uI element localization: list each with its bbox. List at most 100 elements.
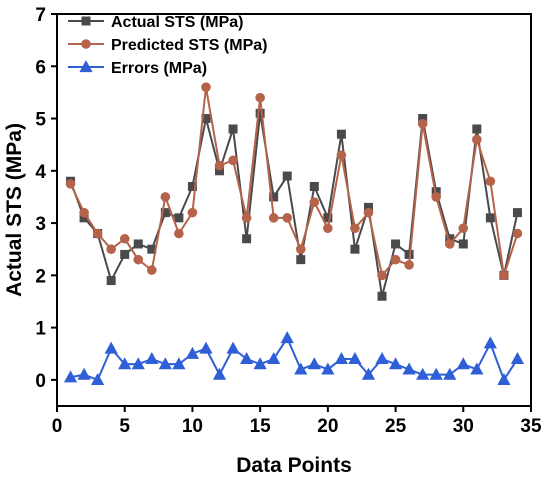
data-point xyxy=(268,213,279,223)
data-point xyxy=(391,239,401,249)
data-point xyxy=(472,134,482,145)
y-tick-label: 2 xyxy=(35,266,46,287)
data-point xyxy=(295,244,306,254)
data-point xyxy=(241,213,252,223)
y-tick-label: 1 xyxy=(35,319,46,340)
plot-frame xyxy=(56,13,532,407)
data-point xyxy=(323,213,333,223)
data-point xyxy=(242,234,252,244)
data-point xyxy=(201,82,211,92)
data-point xyxy=(444,239,455,249)
data-point xyxy=(402,362,416,375)
x-tick-label: 10 xyxy=(182,416,203,437)
data-point xyxy=(185,346,200,359)
data-point xyxy=(199,341,213,354)
x-tick-label: 5 xyxy=(119,416,130,437)
data-point xyxy=(77,367,91,380)
data-point xyxy=(429,367,443,380)
y-tick-label: 5 xyxy=(35,110,46,131)
data-point xyxy=(497,372,511,385)
data-point xyxy=(388,357,403,370)
data-point xyxy=(443,367,457,380)
data-point xyxy=(79,207,89,218)
data-point xyxy=(350,244,360,254)
data-point xyxy=(158,357,172,370)
data-point xyxy=(363,207,374,218)
legend: Actual STS (MPa) Predicted STS (MPa) Error… xyxy=(68,14,267,77)
data-point xyxy=(323,223,333,234)
series-1 xyxy=(66,108,522,301)
data-point xyxy=(65,179,76,189)
data-point xyxy=(485,176,496,187)
data-point xyxy=(512,228,523,239)
legend-entry: Predicted STS (MPa) xyxy=(68,37,267,54)
data-point xyxy=(131,357,145,370)
data-point xyxy=(404,260,414,270)
y-tick-label: 0 xyxy=(35,371,46,392)
data-point xyxy=(228,155,238,166)
legend-entry: Errors (MPa) xyxy=(68,60,207,77)
data-point xyxy=(160,208,170,218)
data-point xyxy=(416,367,430,380)
data-point xyxy=(282,213,293,223)
data-point xyxy=(377,291,387,301)
data-point xyxy=(377,270,387,281)
data-point xyxy=(348,352,362,365)
data-point xyxy=(147,244,157,254)
data-point xyxy=(456,357,470,370)
data-point xyxy=(294,362,308,375)
y-tick-label: 4 xyxy=(35,162,46,183)
data-point xyxy=(470,362,484,375)
data-point xyxy=(133,239,143,249)
data-point xyxy=(309,197,320,207)
data-point xyxy=(309,181,319,191)
data-point xyxy=(321,362,335,375)
data-point xyxy=(282,171,292,181)
data-point xyxy=(280,331,294,344)
data-point xyxy=(212,367,227,380)
y-tick-label: 7 xyxy=(35,5,46,26)
y-tick-label: 6 xyxy=(35,57,46,78)
data-point xyxy=(269,192,279,202)
data-point xyxy=(458,239,468,249)
legend-label: Actual STS (MPa) xyxy=(111,14,243,31)
data-point xyxy=(226,341,240,354)
data-point xyxy=(63,370,78,383)
data-point xyxy=(147,265,157,275)
data-point xyxy=(120,249,130,259)
legend-marker xyxy=(79,60,93,73)
data-point xyxy=(174,213,184,223)
data-point xyxy=(336,150,347,160)
x-axis-title: Data Points xyxy=(236,454,352,477)
data-point xyxy=(510,352,525,365)
data-point xyxy=(255,108,265,118)
data-point xyxy=(160,192,171,202)
data-point xyxy=(255,92,265,103)
y-tick-label: 3 xyxy=(35,214,46,235)
data-point xyxy=(187,207,198,218)
series-3 xyxy=(63,331,525,385)
y-axis-ticks: 0 1 2 3 4 5 6 7 xyxy=(35,5,57,392)
data-point xyxy=(267,352,281,365)
data-point xyxy=(228,124,238,134)
data-point xyxy=(296,255,306,265)
data-point xyxy=(79,213,89,223)
data-point xyxy=(472,124,482,134)
data-point xyxy=(458,223,469,234)
data-point xyxy=(431,192,442,202)
legend-entry: Actual STS (MPa) xyxy=(68,14,243,31)
data-point xyxy=(104,341,118,354)
x-tick-label: 25 xyxy=(385,416,407,437)
data-point xyxy=(499,270,509,281)
data-point xyxy=(215,166,225,176)
data-point xyxy=(512,208,522,218)
data-point xyxy=(92,228,103,239)
data-point xyxy=(201,114,211,124)
data-point xyxy=(214,160,225,171)
data-point xyxy=(118,357,132,370)
data-point xyxy=(334,352,348,365)
data-point xyxy=(483,336,497,349)
series-line xyxy=(69,112,519,298)
x-tick-label: 0 xyxy=(52,416,63,437)
data-point xyxy=(145,352,159,365)
